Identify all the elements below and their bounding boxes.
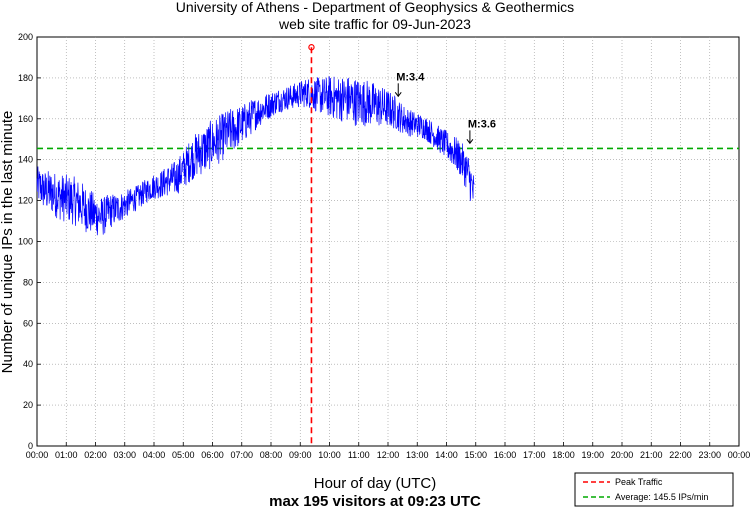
- legend-box: [574, 472, 734, 507]
- x-tick-label: 23:00: [698, 450, 721, 460]
- legend-peak-label: Peak Traffic: [615, 477, 663, 487]
- x-tick-label: 02:00: [84, 450, 107, 460]
- y-tick-label: 0: [28, 441, 33, 451]
- x-axis-ticks: 00:00 01:00 02:00 03:00 04:00 05:00 06:00 07:00…: [26, 442, 750, 460]
- x-tick-label: 12:00: [377, 450, 400, 460]
- y-tick-label: 160: [18, 114, 33, 124]
- x-tick-label: 04:00: [143, 450, 166, 460]
- x-tick-label: 18:00: [552, 450, 575, 460]
- y-axis-label: Number of unique IPs in the last minute: [0, 111, 16, 374]
- x-tick-label: 14:00: [435, 450, 458, 460]
- annotation-label: M:3.6: [468, 118, 496, 130]
- annotation: M:3.4: [394, 71, 425, 98]
- down-arrow-icon: [466, 139, 474, 145]
- x-tick-label: 20:00: [611, 450, 634, 460]
- legend-average-label: Average: 145.5 IPs/min: [615, 492, 708, 502]
- peak-summary: max 195 visitors at 09:23 UTC: [269, 493, 481, 510]
- y-tick-label: 40: [23, 359, 33, 369]
- traffic-series-line: [36, 75, 475, 236]
- x-tick-label: 06:00: [201, 450, 224, 460]
- x-tick-label: 09:00: [289, 450, 312, 460]
- annotation-label: M:3.4: [396, 71, 425, 83]
- down-arrow-icon: [394, 92, 402, 98]
- x-tick-label: 03:00: [113, 450, 136, 460]
- x-tick-label: 10:00: [318, 450, 341, 460]
- x-tick-label: 05:00: [172, 450, 195, 460]
- legend: Peak Traffic Average: 145.5 IPs/min: [574, 472, 734, 507]
- x-tick-label: 08:00: [260, 450, 283, 460]
- x-tick-label: 17:00: [523, 450, 546, 460]
- annotation: M:3.6: [466, 118, 496, 145]
- x-tick-label: 13:00: [406, 450, 429, 460]
- x-tick-label: 00:00: [26, 450, 49, 460]
- peak-marker: [308, 44, 315, 51]
- x-tick-label: 07:00: [230, 450, 253, 460]
- y-tick-label: 20: [23, 400, 33, 410]
- x-tick-label: 00:00: [728, 450, 750, 460]
- x-tick-label: 21:00: [640, 450, 663, 460]
- x-tick-label: 01:00: [55, 450, 78, 460]
- x-tick-label: 19:00: [581, 450, 604, 460]
- x-tick-label: 15:00: [464, 450, 487, 460]
- x-axis-label: Hour of day (UTC): [314, 475, 437, 492]
- y-tick-label: 60: [23, 318, 33, 328]
- grid: [37, 37, 739, 446]
- y-tick-label: 120: [18, 196, 33, 206]
- y-tick-label: 80: [23, 277, 33, 287]
- y-axis-ticks: 0 20 40 60 80 100 120 140 160 180 200: [18, 32, 41, 451]
- y-tick-label: 200: [18, 32, 33, 42]
- earthquake-annotations: M:3.4 M:3.6: [394, 71, 496, 145]
- x-tick-label: 22:00: [669, 450, 692, 460]
- chart-title: University of Athens - Department of Geo…: [176, 0, 574, 15]
- x-tick-label: 16:00: [494, 450, 517, 460]
- y-tick-label: 140: [18, 155, 33, 165]
- x-tick-label: 11:00: [348, 450, 370, 460]
- y-tick-label: 100: [18, 237, 33, 247]
- chart-subtitle: web site traffic for 09-Jun-2023: [278, 16, 471, 32]
- y-tick-label: 180: [18, 73, 33, 83]
